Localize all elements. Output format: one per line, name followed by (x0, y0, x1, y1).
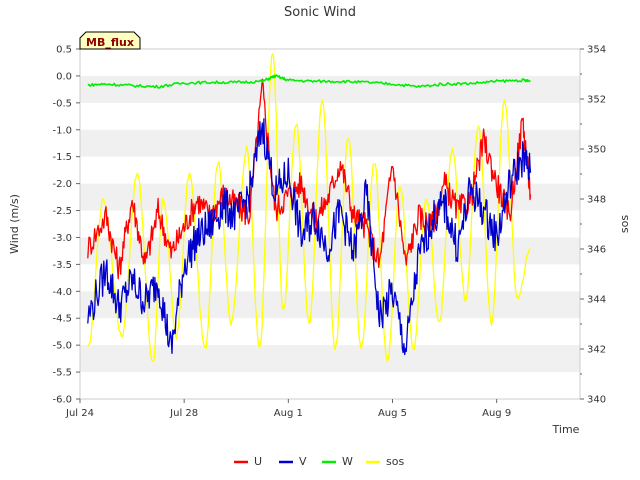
y-tick-label: -6.0 (52, 395, 72, 406)
y2-tick-label: 350 (587, 145, 606, 156)
grid-band (80, 75, 580, 103)
y2-tick-label: 344 (587, 295, 606, 306)
chart-title: Sonic Wind (284, 5, 356, 20)
x-axis-label: Time (552, 423, 580, 436)
y-tick-label: -4.5 (52, 314, 72, 325)
y-tick-label: 0.5 (56, 45, 72, 56)
x-tick-label: Jul 24 (65, 408, 94, 419)
series-line-v (87, 118, 532, 356)
y2-tick-label: 340 (587, 395, 606, 406)
legend-label-w: W (342, 455, 353, 468)
x-tick-label: Aug 5 (378, 408, 407, 419)
legend-label-v: V (299, 455, 307, 468)
y-tick-label: -5.0 (52, 341, 72, 352)
y-tick-label: -0.5 (52, 98, 72, 109)
y-tick-label: -3.0 (52, 233, 72, 244)
series-line-w (87, 74, 531, 89)
y-tick-label: -5.5 (52, 368, 72, 379)
y2-tick-label: 348 (587, 195, 606, 206)
y-axis-left: -6.0 -5.5 -5.0 -4.5 -4.0 -3.5 -3.0 -2.5 -2.0 -1.5… (52, 45, 80, 406)
grid-band (80, 129, 580, 157)
grid-band (80, 345, 580, 373)
y2-tick-label: 354 (587, 45, 606, 56)
y2-tick-label: 342 (587, 345, 606, 356)
x-tick-label: Aug 1 (274, 408, 303, 419)
y-axis-label: Wind (m/s) (8, 194, 21, 254)
y-tick-label: -4.0 (52, 287, 72, 298)
x-tick-label: Aug 9 (482, 408, 511, 419)
y-tick-label: -2.0 (52, 179, 72, 190)
y-tick-label: -1.0 (52, 125, 72, 136)
y-axis-right: 340 342 344 346 348 350 352 354 (580, 45, 606, 406)
legend-label-sos: sos (386, 455, 404, 468)
series-line-u (87, 78, 532, 280)
y2-tick-label: 346 (587, 245, 606, 256)
y-tick-label: -3.5 (52, 260, 72, 271)
y-tick-label: 0.0 (56, 71, 72, 82)
badge: MB_flux (79, 31, 141, 50)
y2-axis-label: sos (618, 215, 631, 233)
badge-label: MB_flux (86, 36, 134, 49)
x-tick-label: Jul 28 (169, 408, 198, 419)
y-tick-label: -2.5 (52, 206, 72, 217)
y-tick-label: -1.5 (52, 152, 72, 163)
badge-shape (79, 31, 141, 50)
series-layer (87, 52, 532, 363)
x-axis: Jul 24 Jul 28 Aug 1 Aug 5 Aug 9 (65, 399, 511, 419)
y2-tick-label: 352 (587, 95, 606, 106)
legend-label-u: U (254, 455, 262, 468)
